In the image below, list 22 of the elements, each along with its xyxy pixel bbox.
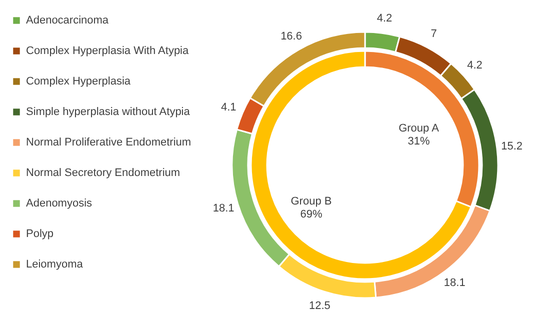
data-label: 15.2 [501, 140, 523, 152]
data-label: 4.2 [376, 12, 392, 24]
legend-label: Complex Hyperplasia With Atypia [26, 45, 190, 57]
data-label: 4.1 [220, 102, 236, 114]
data-label: 7 [430, 28, 437, 40]
data-label: 12.5 [308, 300, 330, 312]
slice-label: Group B [290, 196, 332, 208]
data-label: 18.1 [444, 276, 466, 289]
data-label: 69% [300, 208, 322, 221]
legend-label: Normal Proliferative Endometrium [26, 136, 192, 148]
data-label: 18.1 [212, 202, 234, 215]
data-label: 16.6 [280, 30, 302, 43]
legend-label: Leiomyoma [26, 258, 84, 270]
slice-label: Group A [398, 122, 440, 134]
legend-label: Adenocarcinoma [26, 14, 110, 26]
legend-label: Complex Hyperplasia [26, 76, 132, 88]
legend-label: Polyp [26, 228, 54, 240]
data-label: 31% [408, 135, 430, 148]
legend-label: Normal Secretory Endometrium [26, 167, 180, 179]
legend-label: Adenomyosis [26, 198, 93, 210]
legend-label: Simple hyperplasia without Atypia [26, 106, 191, 118]
data-label: 4.2 [467, 60, 482, 72]
